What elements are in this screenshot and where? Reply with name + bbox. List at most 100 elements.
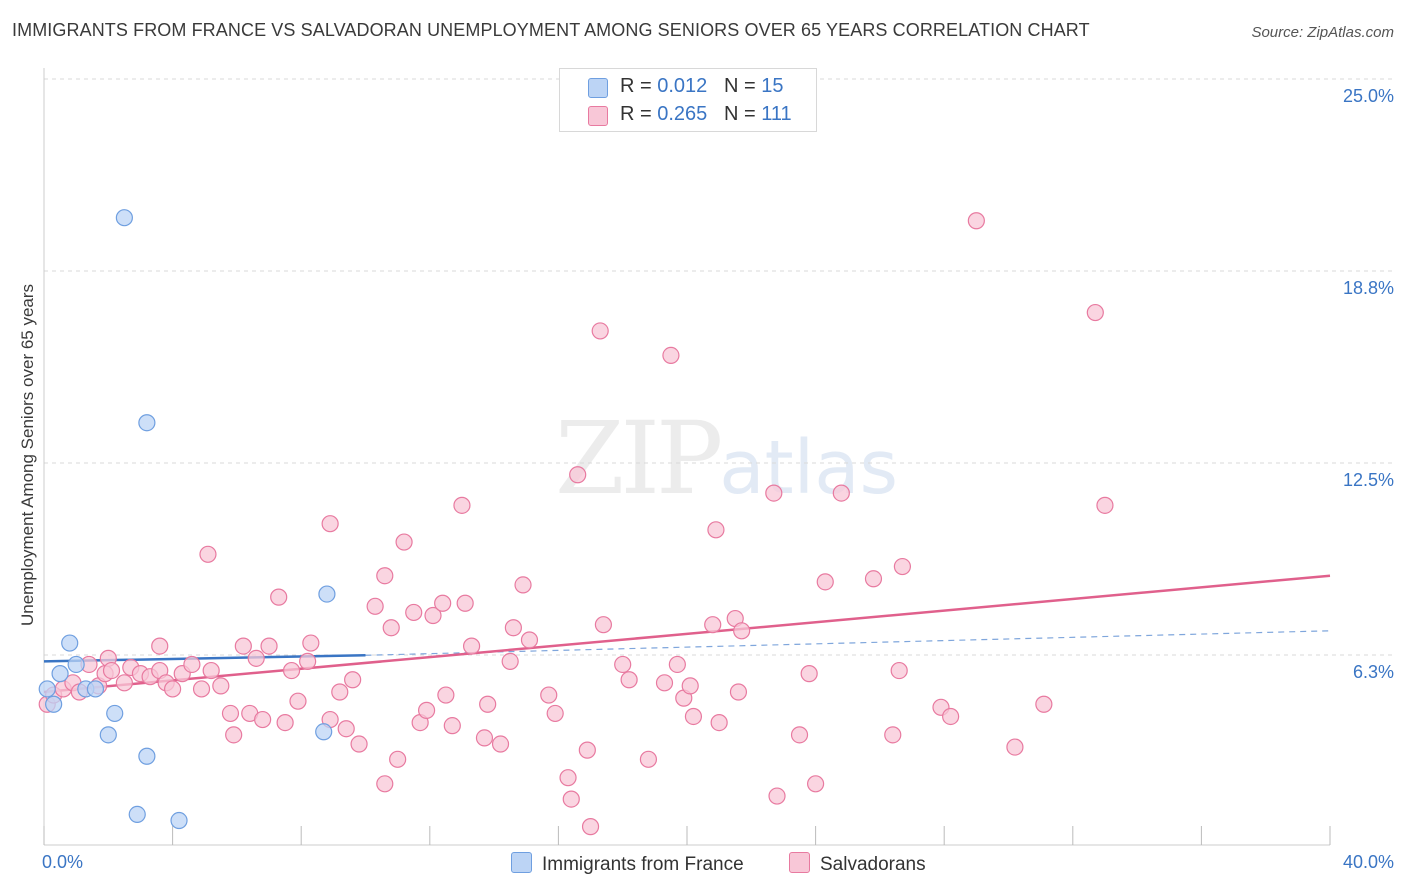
- legend-n-value: 15: [761, 75, 784, 97]
- bottom-legend-swatch-france: [511, 852, 532, 873]
- x-tick-label-max: 40.0%: [1342, 852, 1394, 872]
- point-france: [315, 723, 333, 741]
- point-salvadorans: [491, 735, 510, 753]
- point-salvadorans: [765, 484, 783, 502]
- legend: R = 0.012 N = 15 R = 0.265 N = 111: [559, 68, 817, 132]
- point-salvadorans: [321, 515, 339, 533]
- point-salvadorans: [501, 652, 519, 671]
- point-salvadorans: [247, 649, 265, 667]
- bottom-legend-salvadorans: Salvadorans: [789, 852, 926, 876]
- point-salvadorans: [884, 726, 902, 744]
- point-salvadorans: [192, 680, 211, 698]
- point-salvadorans: [733, 622, 751, 640]
- point-salvadorans: [199, 545, 217, 563]
- point-salvadorans: [520, 631, 539, 649]
- point-salvadorans: [254, 710, 272, 729]
- watermark: ZIPatlas: [555, 400, 898, 517]
- point-salvadorans: [540, 686, 558, 704]
- point-salvadorans: [710, 713, 728, 732]
- bottom-legend-label-salvadorans: Salvadorans: [820, 854, 926, 875]
- point-salvadorans: [790, 726, 809, 744]
- point-salvadorans: [594, 616, 613, 634]
- point-salvadorans: [376, 567, 394, 585]
- point-salvadorans: [514, 576, 532, 594]
- point-salvadorans: [591, 322, 609, 340]
- trend-line-france-dashed: [365, 630, 1331, 656]
- point-salvadorans: [729, 683, 748, 701]
- point-salvadorans: [405, 603, 423, 622]
- y-axis-label: Unemployment Among Seniors over 65 years: [18, 283, 37, 627]
- legend-text-salvadorans: R = 0.265 N = 111: [620, 103, 792, 126]
- point-salvadorans: [620, 671, 638, 689]
- point-salvadorans: [151, 637, 169, 655]
- legend-r-label: R =: [620, 103, 652, 125]
- point-salvadorans: [1096, 496, 1114, 514]
- point-france: [106, 704, 124, 723]
- point-france: [115, 209, 133, 227]
- point-salvadorans: [668, 655, 686, 674]
- point-salvadorans: [800, 665, 818, 683]
- x-tick-label-min: 0.0%: [42, 852, 84, 872]
- point-salvadorans: [806, 775, 825, 793]
- point-salvadorans: [417, 701, 436, 719]
- point-salvadorans: [115, 674, 133, 692]
- point-france: [67, 655, 85, 674]
- point-salvadorans: [276, 713, 294, 732]
- point-salvadorans: [832, 484, 850, 502]
- point-salvadorans: [569, 466, 587, 484]
- point-salvadorans: [1035, 695, 1053, 713]
- point-france: [38, 680, 56, 698]
- point-france: [51, 665, 69, 683]
- point-salvadorans: [893, 557, 912, 576]
- point-salvadorans: [504, 619, 522, 637]
- point-salvadorans: [456, 594, 474, 612]
- point-salvadorans: [389, 750, 407, 768]
- legend-text-france: R = 0.012 N = 15: [620, 75, 783, 98]
- point-salvadorans: [704, 616, 722, 634]
- point-france: [138, 747, 156, 765]
- point-france: [99, 726, 117, 744]
- legend-swatch-salvadorans: [588, 106, 608, 126]
- point-salvadorans: [546, 704, 564, 723]
- legend-n-label: N =: [723, 75, 756, 97]
- bottom-legend-france: Immigrants from France: [511, 852, 744, 876]
- point-salvadorans: [479, 695, 497, 713]
- point-salvadorans: [260, 637, 278, 655]
- point-salvadorans: [212, 677, 230, 695]
- point-salvadorans: [581, 818, 600, 836]
- point-salvadorans: [942, 707, 960, 726]
- bottom-legend-swatch-salvadorans: [789, 852, 810, 873]
- watermark-atlas: atlas: [719, 425, 899, 511]
- point-france: [128, 805, 146, 824]
- point-salvadorans: [270, 588, 288, 606]
- axes: [43, 68, 1331, 846]
- point-salvadorans: [614, 655, 632, 674]
- legend-r-label: R =: [620, 75, 652, 97]
- point-salvadorans: [344, 671, 362, 689]
- point-salvadorans: [768, 787, 786, 805]
- data-points: [38, 209, 1114, 836]
- legend-r-value: 0.265: [657, 103, 708, 125]
- point-france: [86, 680, 105, 698]
- point-salvadorans: [434, 594, 452, 612]
- point-france: [138, 414, 156, 432]
- point-salvadorans: [1086, 303, 1104, 322]
- watermark-zip: ZIP: [555, 400, 723, 517]
- point-salvadorans: [202, 661, 220, 680]
- point-france: [45, 695, 63, 713]
- grid: [44, 78, 1395, 656]
- point-france: [61, 634, 79, 652]
- point-salvadorans: [1006, 738, 1024, 756]
- point-salvadorans: [234, 637, 252, 655]
- point-salvadorans: [337, 720, 355, 738]
- chart-title: IMMIGRANTS FROM FRANCE VS SALVADORAN UNE…: [12, 20, 1090, 40]
- point-france: [170, 811, 188, 830]
- bottom-legend-label-france: Immigrants from France: [542, 854, 744, 875]
- point-salvadorans: [662, 346, 680, 364]
- point-salvadorans: [289, 692, 307, 710]
- legend-n-value: 111: [761, 103, 792, 125]
- point-salvadorans: [890, 661, 908, 680]
- point-salvadorans: [816, 573, 834, 591]
- y-tick-label: 18.8%: [1342, 278, 1394, 298]
